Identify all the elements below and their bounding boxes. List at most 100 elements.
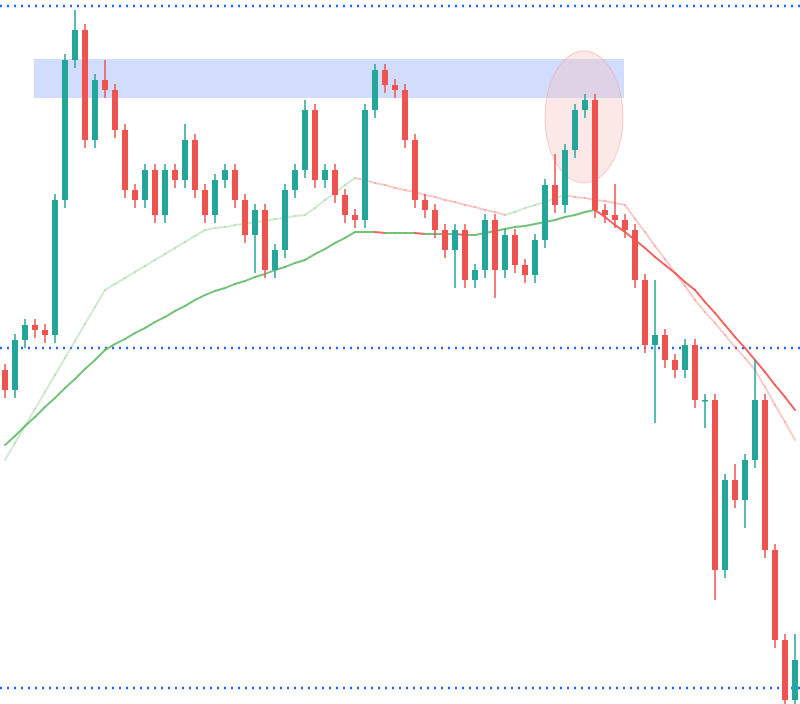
moving-average-segment xyxy=(174,305,186,312)
candle-body xyxy=(402,90,408,140)
candle-body xyxy=(282,190,288,250)
moving-average-segment xyxy=(774,384,786,398)
moving-average-segment xyxy=(674,272,686,287)
candle-body xyxy=(222,170,228,180)
candle-body xyxy=(62,60,68,200)
moving-average-segment xyxy=(34,406,46,418)
moving-average-segment xyxy=(184,299,196,307)
moving-average-segment xyxy=(114,338,126,345)
candle-body xyxy=(442,230,448,250)
moving-average-segment xyxy=(334,237,346,244)
moving-average-segment xyxy=(54,357,66,376)
moving-average-segment xyxy=(144,259,156,267)
moving-average-segment xyxy=(374,182,386,186)
candle-body xyxy=(722,480,728,570)
moving-average-segment xyxy=(504,226,516,230)
candle-body xyxy=(302,110,308,170)
candle-body xyxy=(432,210,438,230)
moving-average-segment xyxy=(784,396,796,411)
moving-average-segment xyxy=(14,425,26,437)
moving-average-segment xyxy=(304,207,316,216)
candle-body xyxy=(42,330,48,335)
moving-average-segment xyxy=(604,200,616,204)
candle-body xyxy=(742,460,748,500)
moving-average-segment xyxy=(94,289,106,308)
moving-average-segment xyxy=(44,397,56,408)
candle-body xyxy=(672,360,678,370)
candle-body xyxy=(692,345,698,400)
moving-average-segment xyxy=(454,201,466,206)
candle-body xyxy=(352,215,358,220)
moving-average-segment xyxy=(84,306,96,325)
moving-average-segment xyxy=(94,349,106,361)
candle-body xyxy=(2,370,8,390)
moving-average-segment xyxy=(24,416,36,427)
moving-average-segment xyxy=(414,232,426,235)
moving-average-segment xyxy=(214,226,226,229)
moving-average-segment xyxy=(724,334,736,348)
candle-body xyxy=(762,400,768,550)
line-layer xyxy=(4,177,796,461)
moving-average-segment xyxy=(634,218,646,233)
candle-body xyxy=(552,185,558,205)
candle-body xyxy=(12,340,18,390)
moving-average-segment xyxy=(194,229,206,237)
candle-body xyxy=(472,270,478,280)
candle-body xyxy=(182,140,188,180)
candle-body xyxy=(162,170,168,215)
candle-body xyxy=(492,220,498,270)
moving-average-segment xyxy=(134,327,146,334)
moving-average-segment xyxy=(304,253,316,261)
moving-average-segment xyxy=(484,209,496,213)
candle-body xyxy=(622,220,628,230)
highlight-ellipse xyxy=(544,50,624,184)
moving-average-segment xyxy=(74,323,86,342)
moving-average-segment xyxy=(44,374,56,393)
moving-average-segment xyxy=(194,294,206,301)
moving-average-segment xyxy=(64,378,76,389)
candle-body xyxy=(612,215,618,220)
moving-average-segment xyxy=(744,357,756,371)
moving-average-segment xyxy=(684,281,696,291)
moving-average-segment xyxy=(214,287,226,292)
candle-body xyxy=(422,200,428,210)
candle-body xyxy=(202,190,208,215)
moving-average-segment xyxy=(344,177,356,186)
candle-body xyxy=(632,230,638,280)
moving-average-segment xyxy=(4,435,16,446)
moving-average-segment xyxy=(554,216,566,221)
candle-body xyxy=(712,400,718,570)
candle-body xyxy=(72,30,78,60)
moving-average-segment xyxy=(764,386,776,406)
moving-average-segment xyxy=(134,265,146,273)
moving-average-segment xyxy=(204,227,216,231)
moving-average-segment xyxy=(64,340,76,359)
moving-average-segment xyxy=(754,369,766,388)
moving-average-segment xyxy=(664,264,676,274)
candle-body xyxy=(342,195,348,215)
moving-average-segment xyxy=(34,391,46,410)
moving-average-segment xyxy=(184,235,196,243)
candle-body xyxy=(212,180,218,215)
candle-body xyxy=(192,140,198,190)
candle-body xyxy=(372,70,378,110)
moving-average-segment xyxy=(54,387,66,399)
moving-average-segment xyxy=(344,231,356,239)
candle-body xyxy=(732,480,738,500)
candle-body xyxy=(752,400,758,460)
moving-average-segment xyxy=(564,214,576,218)
moving-average-segment xyxy=(124,332,136,340)
candle-body xyxy=(532,240,538,275)
moving-average-segment xyxy=(774,404,786,423)
candle-body xyxy=(572,110,578,150)
moving-average-segment xyxy=(144,321,156,329)
moving-average-segment xyxy=(324,242,336,250)
moving-average-segment xyxy=(294,214,306,217)
moving-average-segment xyxy=(234,280,246,285)
moving-average-segment xyxy=(694,289,706,303)
candle-body xyxy=(52,200,58,335)
moving-average-segment xyxy=(734,346,746,359)
moving-average-segment xyxy=(604,216,616,226)
